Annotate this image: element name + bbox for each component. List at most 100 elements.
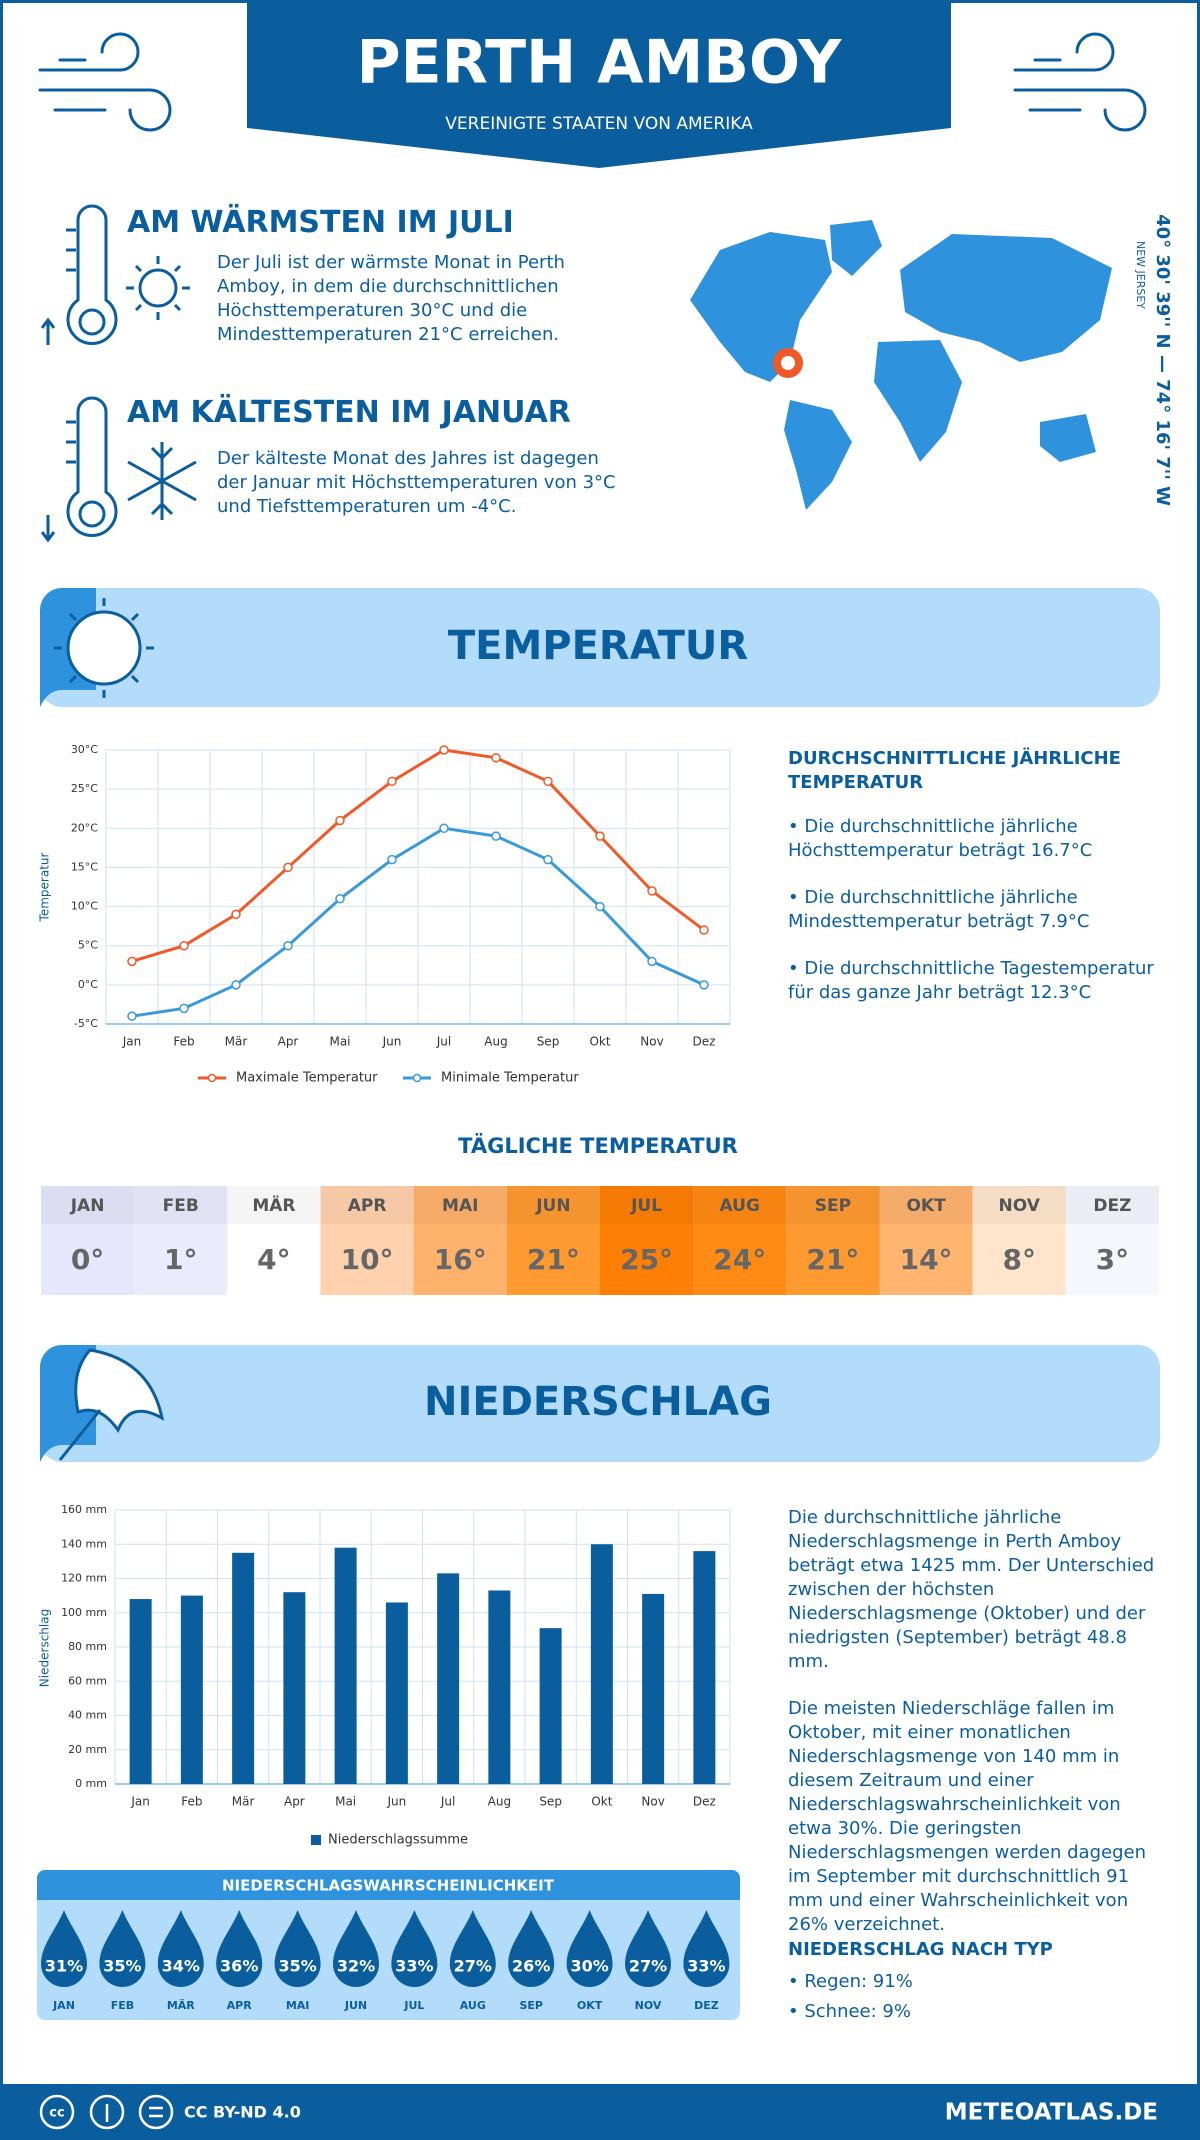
point: [283, 862, 293, 873]
legend-label: Maximale Temperatur: [236, 1071, 378, 1086]
value-cell: [413, 1224, 507, 1295]
probability-month: MAI: [286, 1999, 310, 2012]
probability-month: OKT: [577, 1999, 603, 2012]
x-tick-label: Feb: [173, 1035, 194, 1049]
month-shade: [1065, 1186, 1159, 1224]
bar: [642, 1593, 665, 1784]
y-tick-label: 100 mm: [61, 1606, 107, 1619]
probability-value: 33%: [395, 1957, 433, 1976]
month-label: SEP: [815, 1196, 851, 1216]
temperature-value: 25°: [620, 1243, 673, 1276]
point: [595, 901, 605, 912]
point: [335, 815, 345, 826]
point: [127, 1011, 137, 1021]
temperature-value: 24°: [713, 1243, 766, 1276]
month-cell: [1065, 1186, 1159, 1224]
temperature-value: 14°: [900, 1243, 953, 1276]
value-cell: [227, 1224, 321, 1295]
y-tick-label: 10°C: [71, 900, 98, 913]
x-tick-label: Dez: [693, 1795, 716, 1809]
x-tick-label: Jan: [130, 1795, 150, 1809]
bar: [334, 1547, 357, 1784]
y-tick-label: 20°C: [71, 821, 98, 834]
bar: [693, 1551, 716, 1784]
probability-box: [37, 1870, 740, 2020]
point: [491, 753, 501, 763]
summary-bullet: • Die durchschnittliche Tagestemperatur …: [788, 958, 1154, 1003]
probability-value: 27%: [629, 1957, 667, 1976]
rain-drop: [333, 1910, 379, 1987]
temperature-value: 1°: [164, 1243, 197, 1276]
month-cell: [786, 1186, 880, 1224]
rain-drop: [99, 1910, 146, 1987]
license-icons: [39, 2094, 174, 2130]
summary-bullet: • Die durchschnittliche jährliche Höchst…: [788, 816, 1093, 861]
x-tick-label: Okt: [589, 1035, 610, 1049]
month-shade: [600, 1186, 694, 1224]
temperature-value: 21°: [806, 1243, 859, 1276]
month-label: JUN: [535, 1196, 570, 1216]
city-title: PERTH AMBOY: [357, 28, 843, 98]
rain-drop: [157, 1910, 204, 1987]
point: [231, 909, 241, 920]
month-shade: [134, 1186, 228, 1224]
probability-value: 33%: [687, 1957, 725, 1976]
probability-title: NIEDERSCHLAGSWAHRSCHEINLICHKEIT: [222, 1877, 555, 1895]
month-label: DEZ: [1093, 1196, 1131, 1216]
point: [699, 980, 709, 990]
bar: [232, 1552, 255, 1784]
line: [131, 826, 705, 1018]
month-shade: [506, 1186, 600, 1224]
type-item: • Schnee: 9%: [788, 2001, 911, 2022]
point: [439, 823, 449, 834]
month-cell: [506, 1186, 600, 1224]
daily-title: TÄGLICHE TEMPERATUR: [458, 1133, 738, 1158]
x-tick-label: Mär: [232, 1795, 255, 1809]
temperature-value: 0°: [71, 1243, 104, 1276]
wind-icon: [38, 32, 1147, 132]
x-tick-label: Nov: [641, 1795, 664, 1809]
value-cell: [693, 1224, 787, 1295]
x-tick-label: Aug: [488, 1795, 511, 1809]
legend-swatch: [311, 1835, 321, 1845]
probability-month: NOV: [635, 1999, 662, 2012]
legend-point: [207, 1073, 217, 1083]
x-tick-label: Mai: [329, 1035, 350, 1049]
point: [647, 956, 657, 967]
month-cell: [972, 1186, 1066, 1224]
y-axis-label: Temperatur: [38, 852, 52, 922]
warmest-title: AM WÄRMSTEN IM JULI: [127, 205, 514, 240]
probability-value: 35%: [278, 1957, 316, 1976]
point: [127, 956, 137, 967]
y-tick-label: 160 mm: [61, 1503, 107, 1516]
rain-drop: [508, 1910, 555, 1987]
type-heading: NIEDERSCHLAG NACH TYP: [788, 1939, 1053, 1960]
region: NEW JERSEY: [1134, 241, 1147, 309]
y-tick-label: 60 mm: [68, 1674, 107, 1687]
legend-label: Niederschlagssumme: [328, 1833, 468, 1848]
rain-drop: [625, 1910, 671, 1987]
footer-bar: [3, 2084, 1197, 2137]
month-label: MÄR: [252, 1194, 295, 1216]
rain-drop: [274, 1910, 321, 1987]
probability-value: 26%: [512, 1957, 550, 1976]
temperature-value: 8°: [1003, 1243, 1036, 1276]
month-cell: [41, 1186, 135, 1224]
temperature-value: 4°: [257, 1243, 290, 1276]
country-subtitle: VEREINIGTE STAATEN VON AMERIKA: [445, 114, 753, 134]
point: [699, 925, 709, 935]
month-shade: [320, 1186, 414, 1224]
point: [179, 1003, 189, 1014]
month-cell: [320, 1186, 414, 1224]
y-tick-label: 120 mm: [61, 1572, 107, 1585]
license: CC BY-ND 4.0: [184, 2103, 301, 2122]
precip-text: Die durchschnittliche jährliche Niedersc…: [788, 1507, 1155, 1672]
rain-drop: [449, 1910, 496, 1987]
point: [387, 854, 397, 865]
x-tick-label: Apr: [278, 1035, 299, 1049]
section-title: NIEDERSCHLAG: [424, 1379, 772, 1425]
probability-month: JUL: [403, 1999, 424, 2012]
month-cell: [879, 1186, 973, 1224]
bar: [590, 1544, 613, 1784]
